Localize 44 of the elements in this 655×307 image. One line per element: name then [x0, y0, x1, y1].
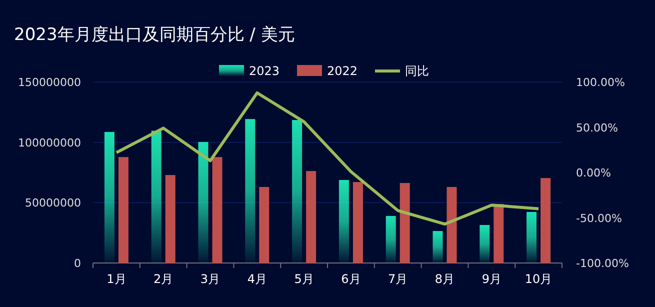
- bar: [245, 119, 256, 263]
- x-tick-label: 7月: [388, 272, 408, 286]
- bar: [526, 212, 537, 263]
- y2-tick-label: 0.00%: [576, 166, 611, 180]
- bar: [118, 157, 128, 263]
- y-tick-label: 50000000: [25, 196, 81, 210]
- bar: [494, 204, 504, 263]
- bar: [104, 132, 114, 263]
- x-tick-label: 6月: [341, 272, 361, 286]
- bar: [432, 231, 443, 263]
- y2-tick-label: -100.00%: [576, 257, 629, 270]
- x-tick-label: 4月: [247, 272, 267, 286]
- bar: [165, 175, 176, 263]
- x-tick-label: 5月: [294, 272, 314, 286]
- bar: [446, 186, 457, 263]
- x-tick-label: 2月: [154, 272, 174, 286]
- bar: [259, 186, 270, 263]
- y2-tick-label: 100.00%: [576, 76, 625, 89]
- bar: [212, 157, 222, 263]
- bar: [292, 120, 302, 263]
- bar: [400, 183, 410, 263]
- bar: [540, 178, 551, 263]
- y-tick-label: 100000000: [18, 136, 81, 150]
- x-tick-label: 9月: [482, 272, 502, 286]
- bar: [338, 180, 349, 263]
- bar: [151, 130, 162, 263]
- bar: [198, 142, 208, 263]
- bar: [306, 171, 316, 263]
- line-series: [114, 91, 540, 226]
- legend-label: 同比: [405, 64, 429, 78]
- x-tick-label: 1月: [106, 272, 126, 286]
- legend-label: 2022: [327, 64, 358, 78]
- y-tick-label: 0: [74, 257, 81, 270]
- y2-tick-label: 50.00%: [576, 121, 618, 134]
- y2-tick-label: -50.00%: [576, 212, 622, 225]
- x-tick-label: 10月: [524, 272, 552, 286]
- bar: [480, 224, 490, 263]
- y-tick-label: 150000000: [18, 76, 81, 89]
- x-tick-label: 8月: [434, 272, 455, 286]
- bar: [386, 216, 396, 263]
- legend-label: 2023: [249, 64, 280, 78]
- bar: [352, 182, 363, 263]
- chart-title: 2023年月度出口及同期百分比 / 美元: [14, 25, 295, 45]
- x-tick-label: 3月: [200, 272, 220, 286]
